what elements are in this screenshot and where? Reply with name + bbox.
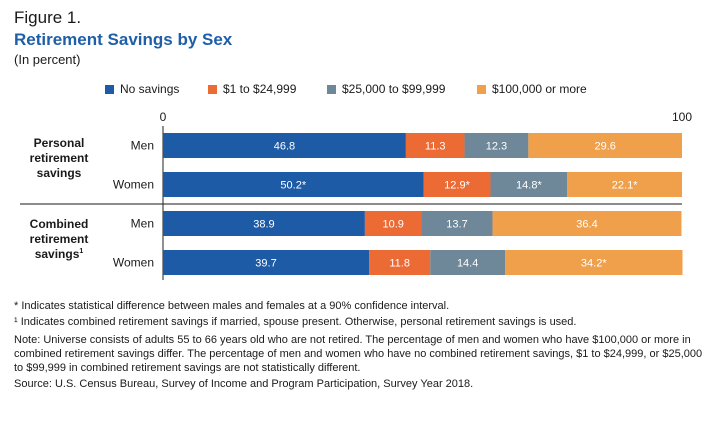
category-label-men: Men — [131, 139, 154, 153]
data-label-1-to-24-999-row-1: 11.3 — [425, 141, 446, 153]
legend-label: No savings — [120, 82, 180, 96]
bar-no-savings-row-2 — [163, 172, 424, 197]
data-label-25-000-to-99-999-row-2: 14.8* — [516, 180, 542, 192]
data-label-1-to-24-999-row-3: 10.9 — [382, 219, 403, 231]
group-label-line: savings — [37, 166, 82, 180]
legend-item-1-to-24-999: $1 to $24,999 — [208, 82, 296, 96]
x-tick-label-1: 100 — [672, 110, 692, 124]
data-label-100-000-or-more-row-4: 34.2* — [581, 258, 607, 270]
bar-100-000-or-more-row-3 — [492, 211, 682, 236]
legend-label: $100,000 or more — [492, 82, 587, 96]
legend-item-no-savings: No savings — [105, 82, 179, 96]
stacked-bar-chart: 0 100 46.8 11.3 12.3 29.6 50.2* 12.9* 14.8* 22.1*… — [20, 110, 692, 280]
bar-1-to-24-999-row-2 — [423, 172, 491, 197]
legend-label: $1 to $24,999 — [223, 82, 297, 96]
category-label-men: Men — [131, 217, 154, 231]
legend-swatch — [477, 84, 486, 94]
universe-note: Note: Universe consists of adults 55 to … — [14, 334, 703, 374]
bar-1-to-24-999-row-3 — [364, 211, 422, 236]
legend-item-25-000-to-99-999: $25,000 to $99,999 — [327, 82, 445, 96]
bar-100-000-or-more-row-4 — [505, 250, 683, 275]
x-tick-label-0: 0 — [160, 110, 167, 124]
notes: * Indicates statistical difference betwe… — [14, 299, 704, 393]
data-label-1-to-24-999-row-4: 11.8 — [389, 258, 410, 270]
legend-swatch — [105, 84, 114, 94]
group-label-line: retirement — [30, 151, 89, 165]
data-label-1-to-24-999-row-2: 12.9* — [444, 180, 470, 192]
bar-25-000-to-99-999-row-1 — [464, 133, 529, 158]
data-label-100-000-or-more-row-3: 36.4 — [576, 219, 597, 231]
bar-1-to-24-999-row-1 — [405, 133, 465, 158]
source-note: Source: U.S. Census Bureau, Survey of In… — [14, 378, 474, 390]
legend-label: $25,000 to $99,999 — [342, 82, 446, 96]
data-label-no-savings-row-3: 38.9 — [253, 219, 274, 231]
category-label-women: Women — [113, 178, 154, 192]
bar-25-000-to-99-999-row-4 — [430, 250, 506, 275]
chart-subtitle: (In percent) — [14, 52, 81, 67]
legend-swatch — [327, 84, 336, 94]
category-label-women: Women — [113, 256, 154, 270]
figure-label: Figure 1. — [14, 8, 82, 27]
bar-no-savings-row-1 — [163, 133, 406, 158]
data-label-100-000-or-more-row-2: 22.1* — [612, 180, 638, 192]
bar-25-000-to-99-999-row-2 — [490, 172, 568, 197]
data-label-no-savings-row-2: 50.2* — [280, 180, 306, 192]
data-label-25-000-to-99-999-row-1: 12.3 — [486, 141, 507, 153]
legend: No savings $1 to $24,999 $25,000 to $99,99… — [0, 82, 713, 100]
footnote-1: ¹ Indicates combined retirement savings … — [14, 316, 577, 328]
chart-title: Retirement Savings by Sex — [14, 30, 233, 49]
legend-swatch — [208, 84, 217, 94]
bar-25-000-to-99-999-row-3 — [421, 211, 493, 236]
group-label-line: savings1 — [35, 247, 84, 261]
bar-100-000-or-more-row-1 — [528, 133, 682, 158]
bar-no-savings-row-4 — [163, 250, 370, 275]
footnote-marker: 1 — [79, 248, 83, 255]
group-label-line: retirement — [30, 232, 89, 246]
bar-100-000-or-more-row-2 — [567, 172, 682, 197]
bar-1-to-24-999-row-4 — [369, 250, 431, 275]
legend-item-100-000-or-more: $100,000 or more — [477, 82, 587, 96]
data-label-25-000-to-99-999-row-3: 13.7 — [446, 219, 467, 231]
data-label-no-savings-row-4: 39.7 — [255, 258, 276, 270]
data-label-no-savings-row-1: 46.8 — [274, 141, 295, 153]
group-label-line: Personal — [34, 136, 85, 150]
group-label-line: Combined — [30, 217, 89, 231]
bar-no-savings-row-3 — [163, 211, 365, 236]
data-label-100-000-or-more-row-1: 29.6 — [594, 141, 615, 153]
data-label-25-000-to-99-999-row-4: 14.4 — [457, 258, 478, 270]
asterisk-note: * Indicates statistical difference betwe… — [14, 300, 450, 312]
